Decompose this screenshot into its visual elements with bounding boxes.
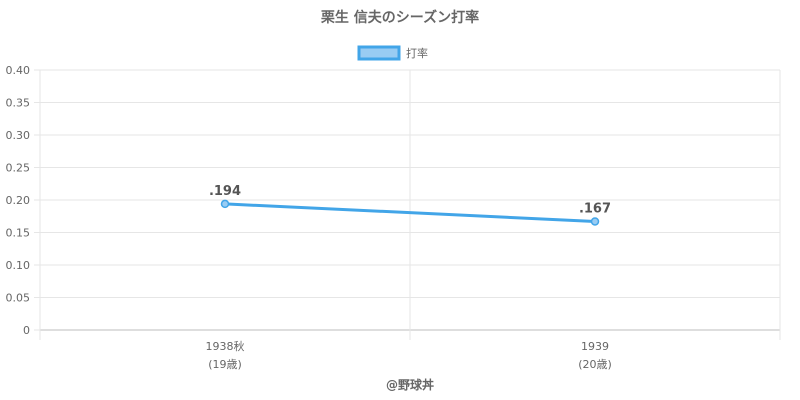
series-line — [223, 202, 597, 223]
data-label: .194 — [209, 184, 241, 199]
y-tick-label: 0.35 — [6, 97, 31, 110]
y-axis: 0 0.05 0.10 0.15 0.20 0.25 0.30 0.35 0.40 — [6, 64, 31, 337]
grid-lines — [34, 69, 781, 340]
y-tick-label: 0.10 — [6, 259, 31, 272]
y-tick-label: 0.40 — [6, 64, 31, 77]
legend-label-batting-average[interactable]: 打率 — [406, 46, 428, 60]
legend-swatch[interactable] — [357, 45, 401, 61]
x-tick-sublabel: (19歳) — [208, 358, 242, 371]
y-tick-label: 0.30 — [6, 129, 31, 142]
data-point[interactable] — [220, 199, 230, 209]
x-tick-label: 1939 — [581, 340, 609, 353]
y-tick-label: 0.20 — [6, 194, 31, 207]
x-tick-label: 1938秋 — [206, 339, 245, 353]
x-axis: 1938秋 (19歳) 1939 (20歳) — [206, 339, 612, 371]
data-point[interactable] — [590, 217, 600, 226]
data-label: .167 — [579, 201, 611, 216]
y-tick-label: 0.15 — [6, 227, 31, 240]
y-tick-label: 0.05 — [6, 292, 31, 305]
y-tick-label: 0.25 — [6, 162, 31, 175]
chart-title: 栗生 信夫のシーズン打率 — [321, 9, 479, 26]
series-batting-average: .194 .167 — [209, 184, 611, 226]
legend[interactable]: 打率 — [357, 45, 428, 61]
x-tick-sublabel: (20歳) — [578, 358, 612, 371]
credit-label: @野球丼 — [386, 377, 434, 392]
y-tick-label: 0 — [23, 324, 30, 337]
